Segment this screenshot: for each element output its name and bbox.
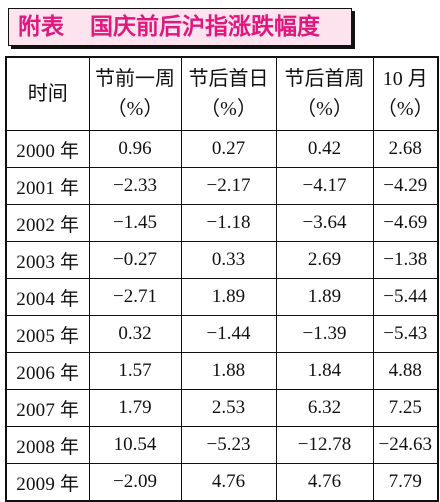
table-row: 2004 年 −2.71 1.89 1.89 −5.44: [5, 278, 439, 316]
value-cell-first-week-after: −1.39: [275, 315, 374, 353]
row-time-cell: 2004 年: [5, 278, 90, 316]
value-cell-october: −24.63: [372, 426, 439, 464]
row-time-cell: 2001 年: [5, 167, 90, 205]
value-cell-first-week-after: −3.64: [275, 204, 374, 242]
column-header-october: 10 月 （%）: [372, 56, 439, 131]
value-cell-week-before: −2.71: [88, 278, 182, 316]
value-cell-first-day-after: 1.88: [180, 352, 277, 390]
table-row: 2002 年 −1.45 −1.18 −3.64 −4.69: [5, 204, 439, 242]
value-cell-week-before: 0.32: [88, 315, 182, 353]
value-cell-first-day-after: 4.76: [180, 463, 277, 502]
value-cell-first-day-after: −2.17: [180, 167, 277, 205]
row-time-cell: 2003 年: [5, 241, 90, 279]
value-cell-week-before: −2.09: [88, 463, 182, 502]
table-row: 2000 年 0.96 0.27 0.42 2.68: [5, 130, 439, 168]
column-header-name: 节前一周: [95, 68, 175, 90]
value-cell-week-before: −1.45: [88, 204, 182, 242]
table-row: 2006 年 1.57 1.88 1.84 4.88: [5, 352, 439, 390]
value-cell-first-day-after: 0.27: [180, 130, 277, 168]
row-time-cell: 2000 年: [5, 130, 90, 168]
table-row: 2007 年 1.79 2.53 6.32 7.25: [5, 389, 439, 427]
value-cell-first-day-after: 1.89: [180, 278, 277, 316]
value-cell-october: 2.68: [372, 130, 439, 168]
value-cell-october: 7.79: [372, 463, 439, 502]
value-cell-first-week-after: 1.89: [275, 278, 374, 316]
value-cell-first-week-after: 1.84: [275, 352, 374, 390]
value-cell-first-day-after: 2.53: [180, 389, 277, 427]
value-cell-week-before: −2.33: [88, 167, 182, 205]
column-header-first-day-after: 节后首日 （%）: [180, 56, 277, 131]
value-cell-october: −4.69: [372, 204, 439, 242]
value-cell-first-day-after: −5.23: [180, 426, 277, 464]
value-cell-week-before: 0.96: [88, 130, 182, 168]
value-cell-first-week-after: −4.17: [275, 167, 374, 205]
value-cell-first-week-after: −12.78: [275, 426, 374, 464]
table-row: 2008 年 10.54 −5.23 −12.78 −24.63: [5, 426, 439, 464]
row-time-cell: 2005 年: [5, 315, 90, 353]
column-header-unit: （%）: [106, 98, 164, 120]
value-cell-first-day-after: −1.18: [180, 204, 277, 242]
value-cell-week-before: 1.57: [88, 352, 182, 390]
row-time-cell: 2002 年: [5, 204, 90, 242]
column-header-time: 时间: [5, 56, 90, 131]
value-cell-october: 4.88: [372, 352, 439, 390]
table-row: 2001 年 −2.33 −2.17 −4.17 −4.29: [5, 167, 439, 205]
value-cell-first-week-after: 6.32: [275, 389, 374, 427]
table-row: 2005 年 0.32 −1.44 −1.39 −5.43: [5, 315, 439, 353]
column-header-name: 节后首周: [284, 68, 365, 90]
value-cell-first-week-after: 0.42: [275, 130, 374, 168]
data-table: 时间 节前一周 （%） 节后首日 （%） 节后首周 （%） 10 月 （%） 2000 年 0.9…: [5, 56, 439, 502]
table-body: 2000 年 0.96 0.27 0.42 2.68 2001 年 −2.33 −2.17 −4…: [5, 130, 439, 502]
value-cell-week-before: 10.54: [88, 426, 182, 464]
row-time-cell: 2007 年: [5, 389, 90, 427]
value-cell-week-before: 1.79: [88, 389, 182, 427]
column-header-unit: （%）: [200, 98, 257, 120]
column-header-week-before: 节前一周 （%）: [88, 56, 182, 131]
value-cell-first-week-after: 4.76: [275, 463, 374, 502]
row-time-cell: 2008 年: [5, 426, 90, 464]
value-cell-october: −5.43: [372, 315, 439, 353]
table-title: 国庆前后沪指涨跌幅度: [90, 13, 320, 39]
row-time-cell: 2006 年: [5, 352, 90, 390]
value-cell-october: 7.25: [372, 389, 439, 427]
column-header-name: 节后首日: [188, 68, 269, 90]
table-row: 2009 年 −2.09 4.76 4.76 7.79: [5, 463, 439, 502]
value-cell-first-day-after: −1.44: [180, 315, 277, 353]
value-cell-week-before: −0.27: [88, 241, 182, 279]
value-cell-first-day-after: 0.33: [180, 241, 277, 279]
column-header-unit: （%）: [296, 98, 353, 120]
table-header: 时间 节前一周 （%） 节后首日 （%） 节后首周 （%） 10 月 （%）: [5, 56, 439, 131]
table-title-label: 附表: [18, 13, 64, 39]
table-row: 2003 年 −0.27 0.33 2.69 −1.38: [5, 241, 439, 279]
value-cell-october: −1.38: [372, 241, 439, 279]
value-cell-october: −5.44: [372, 278, 439, 316]
row-time-cell: 2009 年: [5, 463, 90, 502]
header-row: 时间 节前一周 （%） 节后首日 （%） 节后首周 （%） 10 月 （%）: [5, 56, 439, 131]
column-header-first-week-after: 节后首周 （%）: [275, 56, 374, 131]
table-title-banner: 附表 国庆前后沪指涨跌幅度: [8, 8, 352, 46]
column-header-unit: （%）: [376, 98, 434, 120]
column-header-name: 时间: [27, 83, 68, 105]
column-header-name: 10 月: [382, 68, 428, 90]
value-cell-first-week-after: 2.69: [275, 241, 374, 279]
value-cell-october: −4.29: [372, 167, 439, 205]
